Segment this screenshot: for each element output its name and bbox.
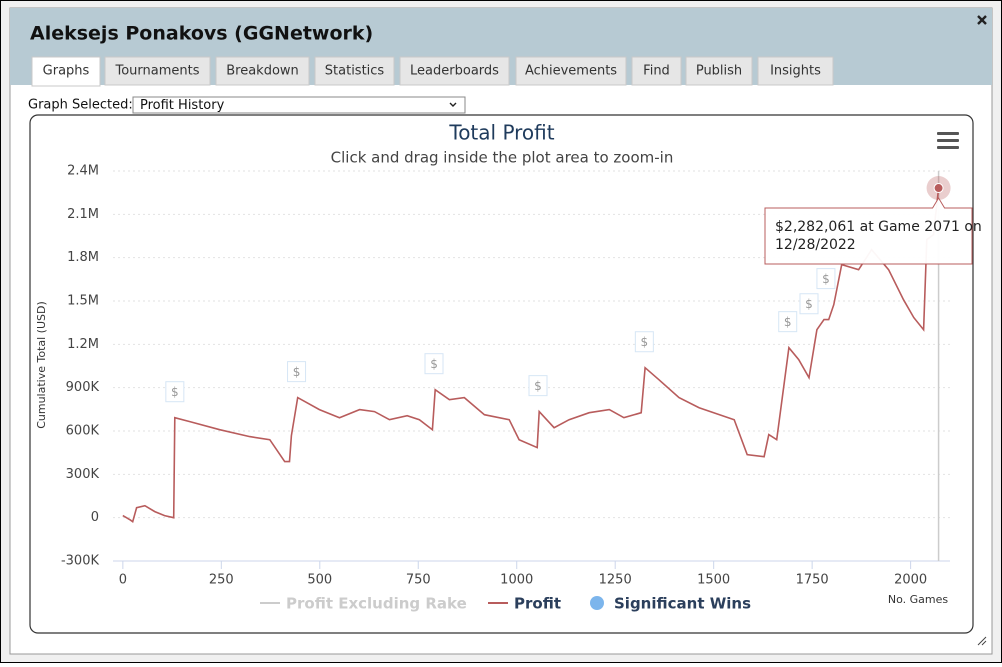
y-tick-label: 1.5M [67, 294, 99, 309]
win-marker-symbol: $ [171, 385, 179, 399]
tab-label: Find [643, 64, 670, 79]
tab-label: Breakdown [226, 64, 299, 79]
resize-handle[interactable] [977, 636, 987, 646]
tab[interactable] [215, 56, 310, 86]
win-marker-symbol: $ [430, 357, 438, 371]
close-button[interactable] [977, 15, 987, 25]
y-tick-label: 300K [66, 467, 100, 482]
tooltip-text: $2,282,061 at Game 2071 on [775, 219, 982, 235]
x-axis-title: No. Games [888, 593, 949, 606]
x-tick-label: 1000 [500, 573, 533, 588]
x-tick-label: 1750 [796, 573, 829, 588]
win-marker-symbol: $ [641, 335, 649, 349]
tab-label: Graphs [43, 64, 90, 79]
tab-label: Tournaments [114, 64, 199, 79]
significant-win-marker[interactable] [634, 331, 654, 353]
graph-select-value: Profit History [140, 98, 225, 113]
chart-container [29, 114, 974, 634]
tab-label: Leaderboards [410, 64, 499, 79]
menu-button[interactable] [937, 132, 959, 149]
legend-label[interactable]: Profit [514, 595, 561, 613]
win-marker-symbol: $ [805, 297, 813, 311]
graph-select[interactable] [132, 96, 466, 114]
x-tick-label: 500 [307, 573, 332, 588]
selector-label: Graph Selected: [28, 98, 133, 113]
x-tick-label: 250 [209, 573, 234, 588]
win-marker-symbol: $ [784, 315, 792, 329]
tab-label: Statistics [325, 64, 385, 79]
y-tick-label: 1.2M [67, 337, 99, 352]
y-tick-label: 2.1M [67, 207, 99, 222]
tab[interactable] [685, 56, 753, 86]
win-marker-symbol: $ [822, 272, 830, 286]
y-tick-label: 2.4M [67, 164, 99, 179]
tooltip-text: 12/28/2022 [775, 237, 856, 253]
tab[interactable] [314, 56, 395, 86]
y-tick-label: 900K [66, 380, 100, 395]
tab[interactable] [399, 56, 510, 86]
legend-label[interactable]: Profit Excluding Rake [286, 595, 467, 613]
tab[interactable] [757, 56, 834, 86]
significant-win-marker[interactable] [287, 361, 307, 383]
significant-win-marker[interactable] [799, 293, 819, 315]
significant-win-marker[interactable] [528, 375, 548, 397]
hover-point [933, 183, 944, 194]
tooltip-box [764, 197, 973, 265]
x-tick-label: 2000 [894, 573, 927, 588]
chart-title: Total Profit [448, 121, 554, 145]
tab-label: Insights [770, 64, 821, 79]
significant-win-marker[interactable] [165, 381, 185, 403]
tab-label: Achievements [525, 64, 617, 79]
y-tick-label: 0 [91, 510, 99, 525]
tab-label: Publish [696, 64, 742, 79]
x-tick-label: 750 [406, 573, 431, 588]
win-marker-symbol: $ [293, 365, 301, 379]
legend-label[interactable]: Significant Wins [614, 595, 751, 613]
tab-bar: Graphs Tournaments Breakdown Statistics Lead… [31, 56, 834, 87]
y-axis-title: Cumulative Total (USD) [35, 301, 48, 429]
y-tick-label: 600K [66, 424, 100, 439]
x-tick-label: 1500 [697, 573, 730, 588]
legend-symbol[interactable] [590, 596, 604, 610]
select-arrow [449, 102, 457, 107]
dialog-title: Aleksejs Ponakovs (GGNetwork) [30, 23, 373, 45]
y-tick-label: -300K [61, 554, 100, 569]
significant-win-marker[interactable] [424, 353, 444, 375]
tab[interactable] [515, 56, 627, 86]
y-tick-label: 1.8M [67, 250, 99, 265]
tab[interactable] [104, 56, 211, 86]
significant-win-marker[interactable] [816, 268, 836, 290]
profit-line [122, 187, 940, 524]
tab[interactable] [31, 56, 101, 87]
tab[interactable] [631, 56, 682, 86]
x-tick-label: 1250 [599, 573, 632, 588]
significant-win-marker[interactable] [778, 311, 798, 333]
win-marker-symbol: $ [534, 379, 542, 393]
chart-subtitle: Click and drag inside the plot area to z… [331, 149, 674, 167]
x-tick-label: 0 [119, 573, 127, 588]
